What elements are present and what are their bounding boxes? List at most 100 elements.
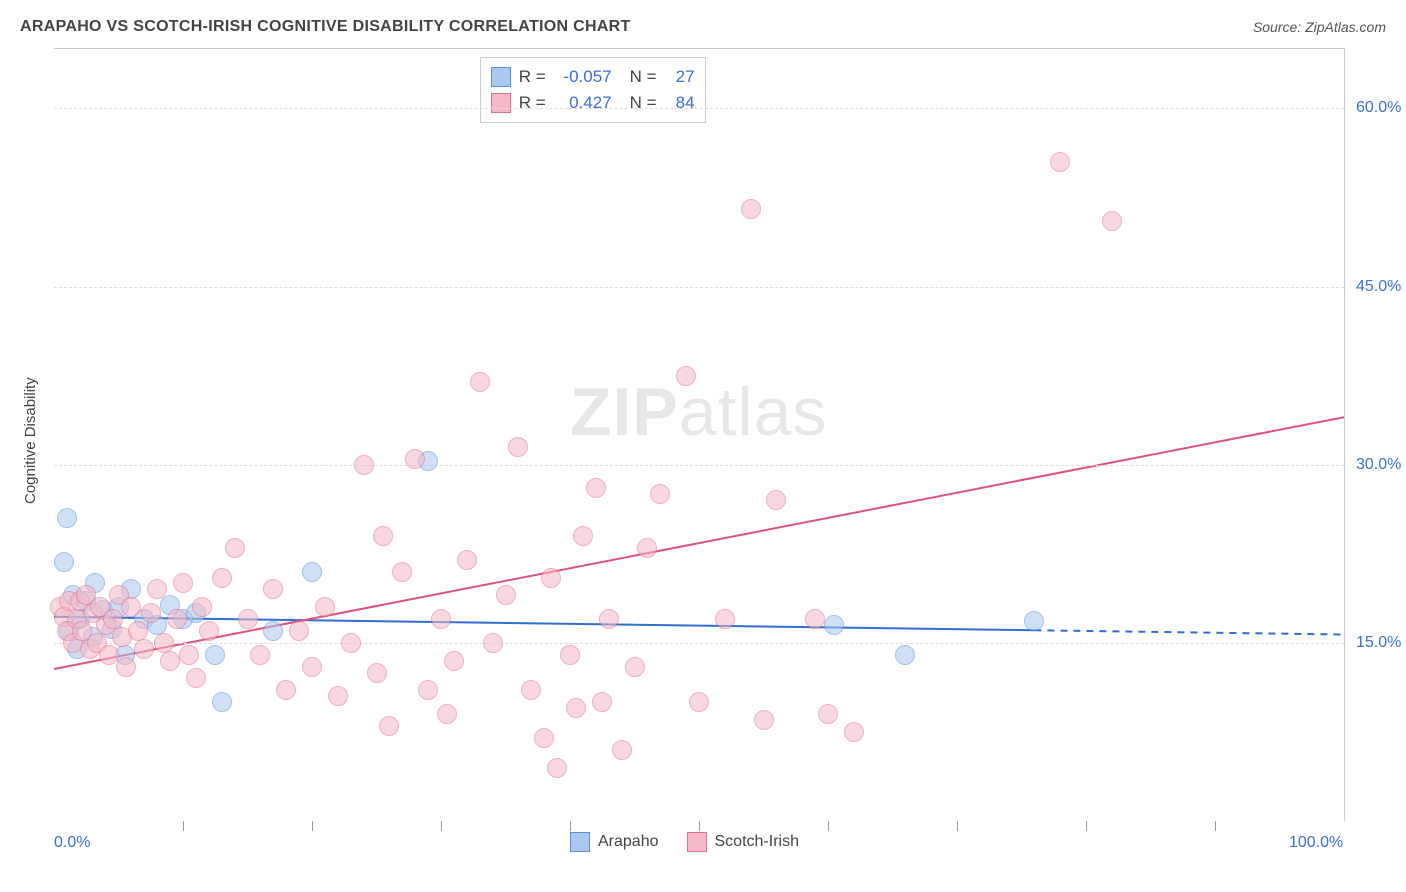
x-tick <box>957 821 958 831</box>
scatter-point-arapaho <box>824 615 844 635</box>
scatter-point-scotch_irish <box>121 597 141 617</box>
scatter-point-scotch_irish <box>238 609 258 629</box>
n-label: N = <box>630 64 657 90</box>
scatter-point-scotch_irish <box>637 538 657 558</box>
watermark-atlas: atlas <box>679 374 828 450</box>
gridline <box>54 287 1344 288</box>
swatch-scotch_irish <box>687 832 707 852</box>
y-tick-label: 45.0% <box>1356 278 1406 296</box>
x-tick <box>1086 821 1087 831</box>
stats-row-arapaho: R = -0.057 N = 27 <box>491 64 695 90</box>
scatter-point-scotch_irish <box>844 722 864 742</box>
y-tick-label: 15.0% <box>1356 634 1406 652</box>
scatter-point-scotch_irish <box>315 597 335 617</box>
n-value-arapaho: 27 <box>665 64 695 90</box>
scatter-point-scotch_irish <box>754 710 774 730</box>
y-axis-title: Cognitive Disability <box>22 377 39 504</box>
x-min-label: 0.0% <box>54 834 90 852</box>
scatter-point-scotch_irish <box>431 609 451 629</box>
scatter-point-scotch_irish <box>592 692 612 712</box>
scatter-point-scotch_irish <box>392 562 412 582</box>
scatter-point-scotch_irish <box>250 645 270 665</box>
x-tick <box>1215 821 1216 831</box>
scatter-point-scotch_irish <box>470 372 490 392</box>
swatch-arapaho <box>491 67 511 87</box>
scatter-point-scotch_irish <box>405 449 425 469</box>
scatter-point-scotch_irish <box>367 663 387 683</box>
scatter-point-scotch_irish <box>373 526 393 546</box>
x-tick <box>312 821 313 831</box>
scatter-point-arapaho <box>54 552 74 572</box>
scatter-point-scotch_irish <box>147 579 167 599</box>
scatter-point-scotch_irish <box>179 645 199 665</box>
scatter-point-scotch_irish <box>534 728 554 748</box>
scatter-point-scotch_irish <box>444 651 464 671</box>
scatter-point-scotch_irish <box>212 568 232 588</box>
scatter-point-scotch_irish <box>341 633 361 653</box>
scatter-point-arapaho <box>263 621 283 641</box>
swatch-arapaho <box>570 832 590 852</box>
r-value-arapaho: -0.057 <box>554 64 612 90</box>
y-tick-label: 30.0% <box>1356 456 1406 474</box>
scatter-point-scotch_irish <box>167 609 187 629</box>
scatter-point-scotch_irish <box>496 585 516 605</box>
r-label: R = <box>519 64 546 90</box>
scatter-plot: ZIPatlas R =-0.057N =27R =0.427N =84 15.… <box>54 48 1345 821</box>
scatter-point-arapaho <box>205 645 225 665</box>
scatter-point-scotch_irish <box>586 478 606 498</box>
r-label: R = <box>519 90 546 116</box>
scatter-point-scotch_irish <box>116 657 136 677</box>
scatter-point-scotch_irish <box>625 657 645 677</box>
scatter-point-scotch_irish <box>818 704 838 724</box>
x-tick <box>570 821 571 831</box>
x-tick <box>441 821 442 831</box>
scatter-point-scotch_irish <box>186 668 206 688</box>
scatter-point-scotch_irish <box>805 609 825 629</box>
watermark-zip: ZIP <box>570 374 679 450</box>
stats-row-scotch_irish: R =0.427N =84 <box>491 90 695 116</box>
scatter-point-scotch_irish <box>437 704 457 724</box>
series-legend: Arapaho Scotch-Irish <box>570 832 799 852</box>
gridline <box>54 465 1344 466</box>
scatter-point-scotch_irish <box>676 366 696 386</box>
scatter-point-scotch_irish <box>508 437 528 457</box>
stats-legend: R =-0.057N =27R =0.427N =84 <box>480 57 706 123</box>
scatter-point-scotch_irish <box>715 609 735 629</box>
scatter-point-scotch_irish <box>199 621 219 641</box>
legend-label-arapaho: Arapaho <box>598 833 659 851</box>
scatter-point-scotch_irish <box>689 692 709 712</box>
gridline <box>54 108 1344 109</box>
scatter-point-arapaho <box>1024 611 1044 631</box>
scatter-point-arapaho <box>895 645 915 665</box>
n-value-scotch_irish: 84 <box>665 90 695 116</box>
scatter-point-scotch_irish <box>141 603 161 623</box>
scatter-point-scotch_irish <box>225 538 245 558</box>
scatter-point-scotch_irish <box>766 490 786 510</box>
y-tick-label: 60.0% <box>1356 99 1406 117</box>
scatter-point-scotch_irish <box>134 639 154 659</box>
trend-line-scotch_irish <box>54 417 1344 669</box>
scatter-point-scotch_irish <box>328 686 348 706</box>
scatter-point-scotch_irish <box>276 680 296 700</box>
scatter-point-scotch_irish <box>650 484 670 504</box>
scatter-point-scotch_irish <box>1050 152 1070 172</box>
source-prefix: Source: <box>1253 19 1305 35</box>
scatter-point-scotch_irish <box>599 609 619 629</box>
scatter-point-scotch_irish <box>302 657 322 677</box>
x-tick <box>828 821 829 831</box>
watermark: ZIPatlas <box>570 373 827 451</box>
scatter-point-scotch_irish <box>379 716 399 736</box>
n-label: N = <box>630 90 657 116</box>
scatter-point-scotch_irish <box>566 698 586 718</box>
x-tick <box>183 821 184 831</box>
page-title: ARAPAHO VS SCOTCH-IRISH COGNITIVE DISABI… <box>20 18 631 36</box>
scatter-point-scotch_irish <box>263 579 283 599</box>
legend-item-arapaho: Arapaho <box>570 832 659 852</box>
scatter-point-scotch_irish <box>560 645 580 665</box>
legend-label-scotch_irish: Scotch-Irish <box>715 833 799 851</box>
scatter-point-scotch_irish <box>741 199 761 219</box>
scatter-point-scotch_irish <box>418 680 438 700</box>
scatter-point-scotch_irish <box>483 633 503 653</box>
scatter-point-arapaho <box>57 508 77 528</box>
scatter-point-scotch_irish <box>457 550 477 570</box>
